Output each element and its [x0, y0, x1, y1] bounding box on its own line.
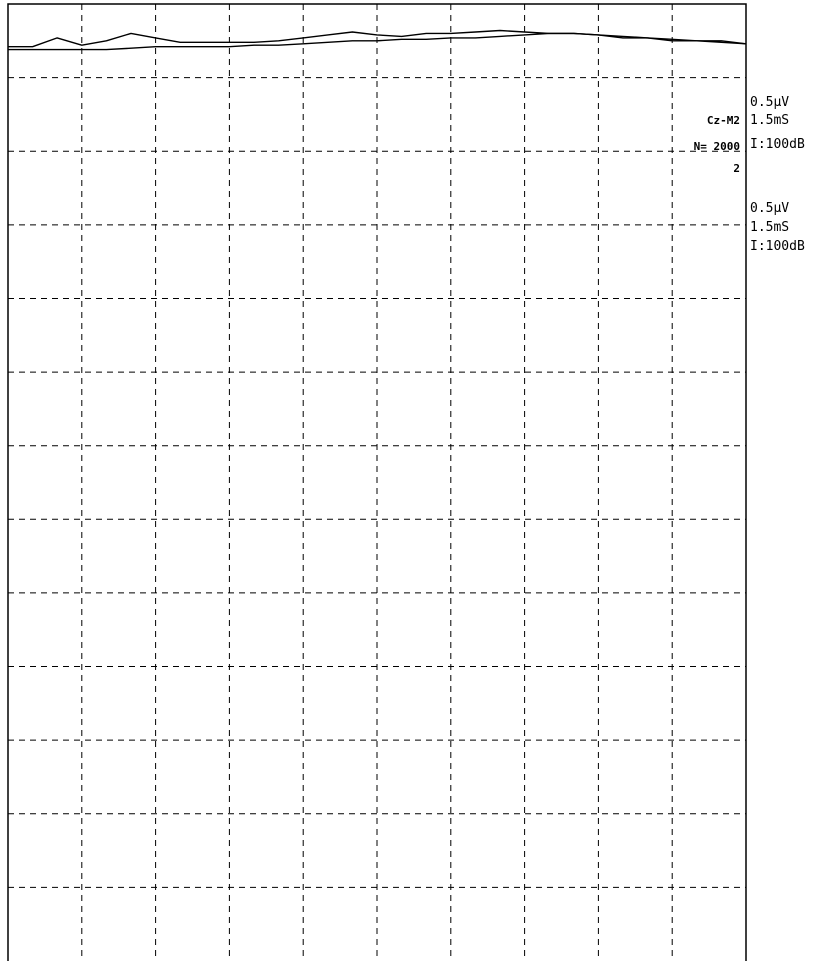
channel-label: Cz-M2	[707, 114, 740, 127]
channel-1-timebase: 1.5mS	[750, 113, 789, 128]
plot-frame	[7, 3, 747, 961]
channel-2-timebase: 1.5mS	[750, 220, 789, 235]
trace-index-label: 2	[733, 162, 740, 175]
channel-2-intensity: I:100dB	[750, 239, 805, 254]
trace-line-1	[8, 29, 747, 48]
traces	[8, 29, 747, 51]
trace-annotation: Cz-M2 N= 2000 2	[694, 114, 740, 175]
channel-1-settings: 0.5µV 1.5mS I:100dB	[750, 95, 805, 152]
grid	[8, 4, 746, 961]
channel-2-scale: 0.5µV	[750, 201, 789, 216]
channel-1-scale: 0.5µV	[750, 95, 789, 110]
trace-line-2	[8, 32, 747, 51]
channel-2-settings: 0.5µV 1.5mS I:100dB	[750, 201, 805, 254]
sweeps-label: N= 2000	[694, 140, 740, 153]
channel-1-intensity: I:100dB	[750, 137, 805, 152]
